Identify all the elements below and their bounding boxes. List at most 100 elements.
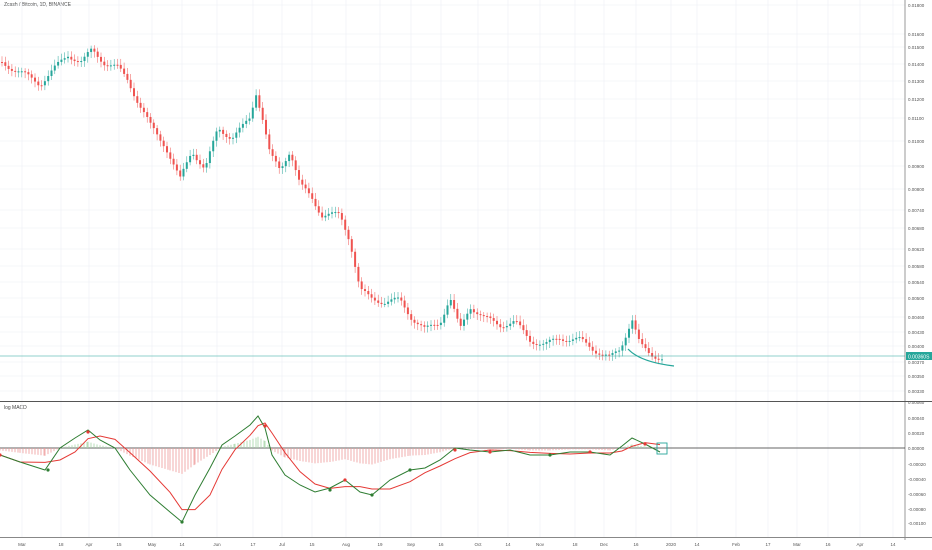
time-axis-separator xyxy=(0,537,932,538)
macd-axis-label: 0.00040 xyxy=(908,416,925,421)
candle-body xyxy=(512,321,515,324)
candle-body xyxy=(562,339,564,341)
candle-body xyxy=(595,350,597,354)
candle-body xyxy=(482,315,485,317)
candle-body xyxy=(337,212,340,214)
candle-body xyxy=(331,212,333,214)
candle-body xyxy=(281,166,284,169)
candle-body xyxy=(129,79,132,89)
candle-body xyxy=(261,107,264,120)
candle-body xyxy=(641,339,644,345)
candle-body xyxy=(232,137,234,139)
candle-body xyxy=(472,309,475,313)
candle-body xyxy=(1,62,3,63)
candle-body xyxy=(446,305,449,315)
price-axis-label: 0.00350 xyxy=(908,374,925,379)
candle-body xyxy=(370,294,373,298)
candle-body xyxy=(202,164,205,168)
candle-body xyxy=(27,72,30,75)
time-axis-label: Feb xyxy=(732,542,740,547)
candle-body xyxy=(585,339,588,343)
candle-body xyxy=(103,61,106,66)
candle-body xyxy=(416,322,419,325)
candle-body xyxy=(205,163,208,168)
candle-body xyxy=(43,81,46,86)
candle-body xyxy=(274,155,277,162)
candle-body xyxy=(548,339,551,343)
candle-body xyxy=(449,299,452,306)
candle-body xyxy=(271,149,274,156)
candle-body xyxy=(298,170,300,180)
price-axis-label: 0.00900 xyxy=(908,164,925,169)
candle-body xyxy=(644,344,647,349)
time-axis-label: Jul xyxy=(279,542,285,547)
candle-body xyxy=(618,350,621,352)
candle-body xyxy=(90,48,93,53)
candle-body xyxy=(525,330,528,336)
candle-body xyxy=(245,120,248,124)
candle-body xyxy=(433,324,436,326)
candle-body xyxy=(109,65,112,67)
candle-body xyxy=(532,341,535,344)
time-axis-label: 16 xyxy=(633,542,639,547)
price-axis-label: 0.00540 xyxy=(908,280,925,285)
candle-body xyxy=(208,151,211,164)
candle-body xyxy=(139,102,142,108)
time-axis-label: 15 xyxy=(116,542,122,547)
candle-body xyxy=(57,61,60,66)
indicator-title: log MACD xyxy=(4,405,27,411)
price-label-badge xyxy=(906,352,932,360)
price-axis-label: 0.01100 xyxy=(908,116,924,121)
macd-axis-label: 0.00060 xyxy=(908,400,925,405)
candle-body xyxy=(443,314,446,323)
candle-body xyxy=(499,324,502,328)
candle-body xyxy=(367,291,370,295)
candle-body xyxy=(479,314,482,316)
candle-body xyxy=(53,65,56,71)
candle-body xyxy=(291,154,294,161)
candle-body xyxy=(63,58,66,60)
candle-body xyxy=(469,309,472,314)
time-axis-label: Dec xyxy=(600,542,609,547)
candle-body xyxy=(96,51,99,57)
candle-body xyxy=(505,326,508,328)
candle-body xyxy=(142,107,145,113)
candle-body xyxy=(634,320,637,330)
pane-separator xyxy=(0,401,932,402)
candle-body xyxy=(420,324,423,326)
candle-body xyxy=(189,155,192,163)
candle-body xyxy=(522,325,525,331)
candle-body xyxy=(126,73,129,80)
candle-body xyxy=(133,88,135,97)
candle-body xyxy=(218,129,221,132)
candle-body xyxy=(37,81,40,86)
time-axis-label: 17 xyxy=(250,542,256,547)
candle-body xyxy=(159,134,162,141)
candle-body xyxy=(248,118,251,121)
candle-body xyxy=(24,71,27,73)
candle-body xyxy=(578,337,581,339)
candle-body xyxy=(486,316,489,318)
time-axis-label: 18 xyxy=(58,542,64,547)
candle-body xyxy=(162,140,165,147)
price-axis-label: 0.00680 xyxy=(908,226,925,231)
candle-body xyxy=(426,325,429,327)
price-axis-label: 0.01800 xyxy=(908,3,925,8)
candle-body xyxy=(387,301,390,304)
candle-body xyxy=(601,354,604,356)
candle-body xyxy=(383,303,386,305)
candle-body xyxy=(466,313,469,320)
macd-signal-line xyxy=(0,422,661,511)
macd-axis-label: -0.00060 xyxy=(908,492,926,497)
selection-box[interactable] xyxy=(656,442,668,455)
price-axis-label: 0.00330 xyxy=(908,389,925,394)
candle-body xyxy=(456,308,459,319)
time-axis-label: Aug xyxy=(342,542,351,547)
candle-body xyxy=(344,219,347,230)
candle-body xyxy=(439,322,442,326)
candle-body xyxy=(175,164,178,171)
candle-body xyxy=(288,154,291,162)
candle-body xyxy=(67,56,69,59)
candle-body xyxy=(17,71,20,73)
